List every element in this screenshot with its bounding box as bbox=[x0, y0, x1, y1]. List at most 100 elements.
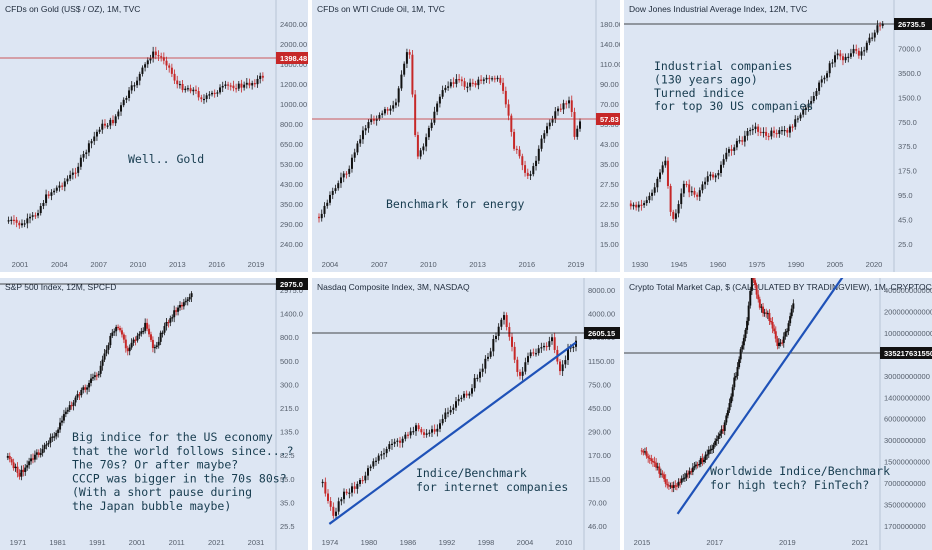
candle-body bbox=[120, 105, 123, 112]
candle-body bbox=[849, 53, 852, 57]
candle-body bbox=[97, 373, 100, 376]
candle-body bbox=[717, 173, 720, 176]
candle-body bbox=[447, 86, 450, 88]
candle-body bbox=[482, 79, 485, 81]
candle-body bbox=[773, 130, 776, 133]
x-tick-label: 1945 bbox=[671, 260, 688, 269]
x-tick-label: 2017 bbox=[706, 538, 723, 547]
candle-body bbox=[507, 104, 510, 116]
candle-body bbox=[815, 90, 818, 96]
candle-body bbox=[381, 113, 384, 115]
candle-body bbox=[778, 130, 781, 134]
candle-body bbox=[15, 219, 18, 223]
candle-body bbox=[731, 387, 734, 397]
candle-body bbox=[375, 460, 377, 462]
candle-body bbox=[197, 91, 200, 98]
candle-body bbox=[847, 56, 850, 58]
candle-body bbox=[468, 393, 471, 396]
candle-body bbox=[860, 51, 863, 56]
candle-body bbox=[857, 50, 860, 56]
x-tick-label: 1991 bbox=[89, 538, 106, 547]
y-tick-label: 15000000000 bbox=[884, 458, 930, 467]
candle-body bbox=[455, 79, 458, 84]
candle-body bbox=[436, 103, 439, 112]
candle-body bbox=[540, 347, 543, 349]
candle-body bbox=[664, 160, 667, 166]
candle-body bbox=[640, 450, 643, 452]
candle-body bbox=[720, 429, 723, 434]
candle-body bbox=[460, 79, 463, 82]
candle-body bbox=[383, 453, 385, 455]
x-tick-label: 1975 bbox=[749, 260, 766, 269]
candle-body bbox=[386, 109, 389, 111]
x-tick-label: 2020 bbox=[866, 260, 883, 269]
candle-body bbox=[31, 458, 34, 460]
candle-body bbox=[749, 290, 752, 306]
candle-body bbox=[69, 174, 72, 179]
candle-body bbox=[751, 129, 754, 131]
candle-body bbox=[261, 75, 264, 78]
candle-body bbox=[666, 483, 669, 486]
candle-body bbox=[173, 73, 176, 81]
y-tick-label: 6000000000 bbox=[884, 415, 926, 424]
candle-body bbox=[159, 332, 162, 342]
candle-body bbox=[799, 114, 802, 119]
candle-body bbox=[488, 77, 491, 80]
candle-body bbox=[787, 323, 790, 332]
candle-body bbox=[701, 184, 704, 191]
candle-body bbox=[111, 119, 114, 124]
candle-body bbox=[765, 131, 768, 136]
candle-body bbox=[411, 54, 414, 95]
candle-body bbox=[725, 415, 728, 423]
candle-body bbox=[369, 466, 372, 469]
candle-body bbox=[758, 299, 761, 308]
candle-body bbox=[405, 52, 408, 64]
candle-body bbox=[122, 99, 125, 106]
candle-body bbox=[144, 64, 147, 68]
candle-body bbox=[337, 183, 340, 189]
candle-body bbox=[253, 83, 256, 85]
candle-body bbox=[119, 328, 122, 331]
candle-body bbox=[188, 297, 191, 300]
candle-body bbox=[64, 411, 67, 415]
candle-body bbox=[99, 365, 102, 374]
candle-body bbox=[532, 352, 535, 354]
candle-body bbox=[93, 136, 96, 142]
candle-body bbox=[738, 359, 741, 368]
y-tick-label: 1200.00 bbox=[280, 80, 307, 89]
candle-body bbox=[852, 48, 855, 54]
candle-body bbox=[460, 397, 463, 400]
candle-body bbox=[481, 368, 484, 372]
candle-body bbox=[136, 335, 139, 341]
candle-body bbox=[340, 499, 343, 502]
candle-body bbox=[444, 87, 447, 91]
candle-body bbox=[458, 79, 461, 81]
y-tick-label: 70.00 bbox=[600, 100, 619, 109]
candle-body bbox=[42, 202, 45, 207]
candle-body bbox=[106, 125, 109, 127]
candle-body bbox=[710, 448, 713, 450]
candle-body bbox=[389, 108, 392, 111]
candle-body bbox=[320, 213, 323, 219]
candle-body bbox=[655, 462, 658, 468]
candle-body bbox=[318, 216, 320, 219]
chart-panel: S&P 500 Index, 12M, SPCFD 2975.0 1400.0 800… bbox=[0, 278, 308, 550]
candle-body bbox=[353, 152, 356, 158]
y-tick-label: 35.00 bbox=[600, 160, 619, 169]
candle-body bbox=[879, 25, 882, 27]
candle-body bbox=[669, 185, 672, 212]
candle-body bbox=[149, 58, 152, 61]
candle-body bbox=[831, 62, 834, 64]
candle-body bbox=[385, 448, 388, 454]
candle-body bbox=[690, 471, 693, 473]
candle-body bbox=[57, 429, 60, 433]
x-tick-label: 1986 bbox=[400, 538, 417, 547]
candle-body bbox=[696, 194, 699, 197]
candle-body bbox=[128, 90, 131, 99]
candle-body bbox=[802, 110, 805, 115]
candle-body bbox=[356, 483, 359, 489]
x-tick-label: 2005 bbox=[827, 260, 844, 269]
candle-body bbox=[794, 119, 797, 127]
candle-body bbox=[235, 88, 238, 90]
candle-body bbox=[656, 178, 659, 188]
